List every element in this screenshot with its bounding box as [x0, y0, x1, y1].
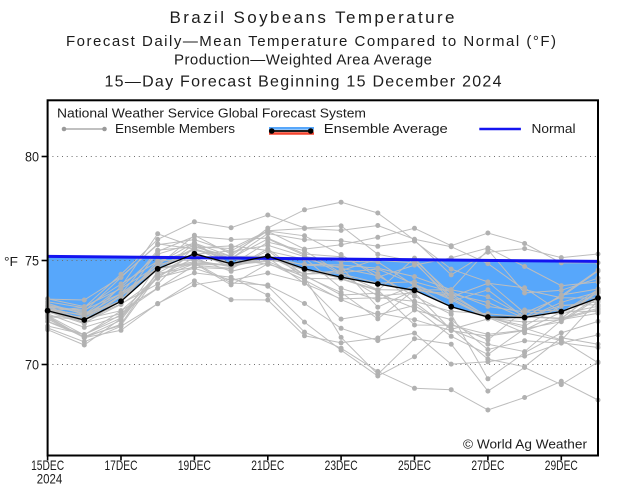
svg-text:Normal: Normal [532, 121, 576, 136]
svg-text:National Weather Service Globa: National Weather Service Global Forecast… [57, 106, 366, 121]
svg-text:21DEC: 21DEC [251, 457, 284, 473]
svg-text:17DEC: 17DEC [104, 457, 137, 473]
svg-text:2024: 2024 [37, 470, 63, 484]
svg-text:75: 75 [25, 253, 39, 269]
svg-text:Ensemble Average: Ensemble Average [324, 121, 448, 136]
svg-text:29DEC: 29DEC [545, 457, 578, 473]
svg-text:25DEC: 25DEC [398, 457, 431, 473]
svg-text:°F: °F [4, 254, 18, 269]
svg-text:19DEC: 19DEC [178, 457, 211, 473]
svg-text:27DEC: 27DEC [471, 457, 504, 473]
svg-text:15DEC: 15DEC [31, 457, 64, 473]
svg-text:15—Day Forecast Beginning 15 D: 15—Day Forecast Beginning 15 December 20… [105, 73, 502, 90]
svg-text:80: 80 [25, 149, 39, 165]
svg-text:Forecast Daily—Mean Temperatur: Forecast Daily—Mean Temperature Compared… [66, 33, 556, 50]
svg-text:© World Ag Weather: © World Ag Weather [463, 436, 588, 451]
svg-text:Production—Weighted Area Avera: Production—Weighted Area Average [174, 52, 432, 69]
svg-text:70: 70 [25, 357, 39, 373]
svg-text:23DEC: 23DEC [325, 457, 358, 473]
svg-text:Brazil Soybeans Temperature: Brazil Soybeans Temperature [170, 8, 455, 27]
svg-text:Ensemble Members: Ensemble Members [115, 121, 236, 136]
